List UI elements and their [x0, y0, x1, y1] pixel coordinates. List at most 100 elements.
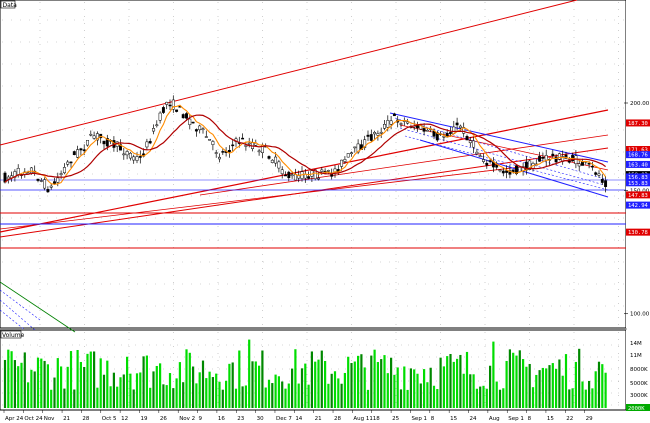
volume-bar: [525, 366, 528, 408]
time-axis-label: 19: [140, 416, 147, 422]
volume-bar: [360, 354, 363, 408]
volume-bar: [56, 358, 59, 408]
volume-bar: [340, 383, 343, 408]
volume-bar: [399, 389, 403, 408]
candle-body: [69, 161, 73, 164]
volume-current-tag-label: 2000K: [628, 406, 645, 412]
price-panel[interactable]: [0, 0, 627, 329]
candle-body: [564, 154, 568, 159]
volume-bar: [564, 354, 568, 408]
time-axis-label: 16: [218, 416, 225, 422]
time-axis-label: Oct 5: [102, 416, 117, 422]
price-tag-label: 168.76: [628, 153, 648, 159]
volume-bar: [221, 389, 224, 408]
volume-bar: [96, 387, 99, 408]
candle-body: [386, 120, 390, 128]
volume-bar: [89, 351, 92, 408]
volume-bar: [545, 368, 548, 408]
candle-body: [501, 170, 505, 174]
candle-body: [307, 176, 311, 179]
volume-bar: [277, 376, 280, 408]
volume-bar: [522, 359, 525, 408]
channel-line: [0, 289, 41, 321]
price-tag-label: 187.30: [628, 121, 648, 127]
time-axis-label: Dec 7: [276, 416, 292, 422]
candle-body: [488, 160, 492, 162]
time-axis-label: 15: [450, 416, 457, 422]
volume-bar: [33, 371, 36, 408]
candle-body: [122, 153, 126, 156]
volume-bar: [178, 362, 181, 408]
price-tag: [626, 173, 650, 181]
volume-bar: [99, 358, 102, 408]
candle-body: [152, 128, 155, 132]
trendline: [0, 166, 521, 230]
volume-bar: [396, 367, 399, 408]
candle-body: [350, 152, 353, 154]
volume-bar: [152, 371, 155, 408]
price-axis-label: 200.00: [630, 101, 650, 107]
volume-bar: [505, 360, 508, 408]
candle-body: [72, 151, 76, 156]
volume-bar: [333, 371, 337, 408]
volume-bar: [601, 364, 604, 408]
volume-bar: [432, 385, 436, 408]
volume-bar: [251, 361, 254, 408]
candle-body: [482, 159, 485, 162]
volume-bar: [485, 388, 488, 408]
volume-current-tag: [626, 404, 650, 411]
candle-body: [373, 132, 377, 135]
volume-bar: [135, 373, 139, 408]
candle-body: [551, 153, 555, 157]
candle-body: [158, 112, 162, 121]
volume-bar: [10, 351, 13, 408]
volume-bar: [436, 389, 439, 408]
volume-bar: [258, 365, 261, 408]
candle-body: [3, 172, 7, 183]
time-axis-label: 30: [257, 416, 264, 422]
volume-bar: [50, 389, 53, 408]
volume-bar: [403, 366, 406, 408]
candle-body: [188, 118, 192, 125]
volume-bar: [297, 383, 300, 408]
volume-panel-title-box: [0, 330, 22, 339]
volume-bar: [578, 348, 581, 408]
volume-bar: [300, 368, 304, 408]
volume-bar: [126, 356, 129, 408]
volume-bar: [79, 361, 82, 408]
candle-body: [544, 155, 548, 161]
volume-bar: [281, 381, 284, 408]
time-axis-label: Aug 11: [353, 416, 373, 422]
moving-averages: [4, 104, 607, 185]
candle-body: [557, 153, 561, 160]
time-axis-labels: Apr 24 Oct 24 Nov 21 28 Oct 5 12 19 26 Nov 2 9 16 23…: [3, 410, 593, 422]
volume-bar: [366, 389, 370, 408]
candle-body: [528, 160, 532, 170]
volume-bar: [495, 381, 498, 408]
candle-body: [458, 125, 462, 129]
volume-bar: [76, 349, 79, 408]
candle-body: [287, 171, 291, 179]
candle-body: [168, 104, 172, 107]
volume-bar: [46, 364, 49, 408]
candle-body: [498, 169, 502, 172]
volume-bar: [482, 385, 485, 408]
volume-bar: [53, 377, 56, 408]
time-axis-label: 26: [160, 416, 167, 422]
trendline: [0, 281, 76, 333]
candle-body: [204, 136, 208, 138]
volume-bar: [581, 381, 584, 408]
price-tag: [626, 228, 650, 236]
candle-body: [587, 162, 591, 165]
price-tag-label: 130.78: [628, 230, 648, 236]
candle-body: [597, 173, 601, 176]
candle-body: [135, 156, 139, 161]
trendline: [389, 112, 609, 163]
volume-bar: [132, 389, 135, 408]
price-tag: [626, 151, 650, 159]
volume-panel-title: Volume: [2, 332, 25, 339]
time-axis-label: 8: [431, 416, 435, 422]
volume-bar: [139, 372, 142, 408]
volume-bar: [343, 372, 346, 408]
